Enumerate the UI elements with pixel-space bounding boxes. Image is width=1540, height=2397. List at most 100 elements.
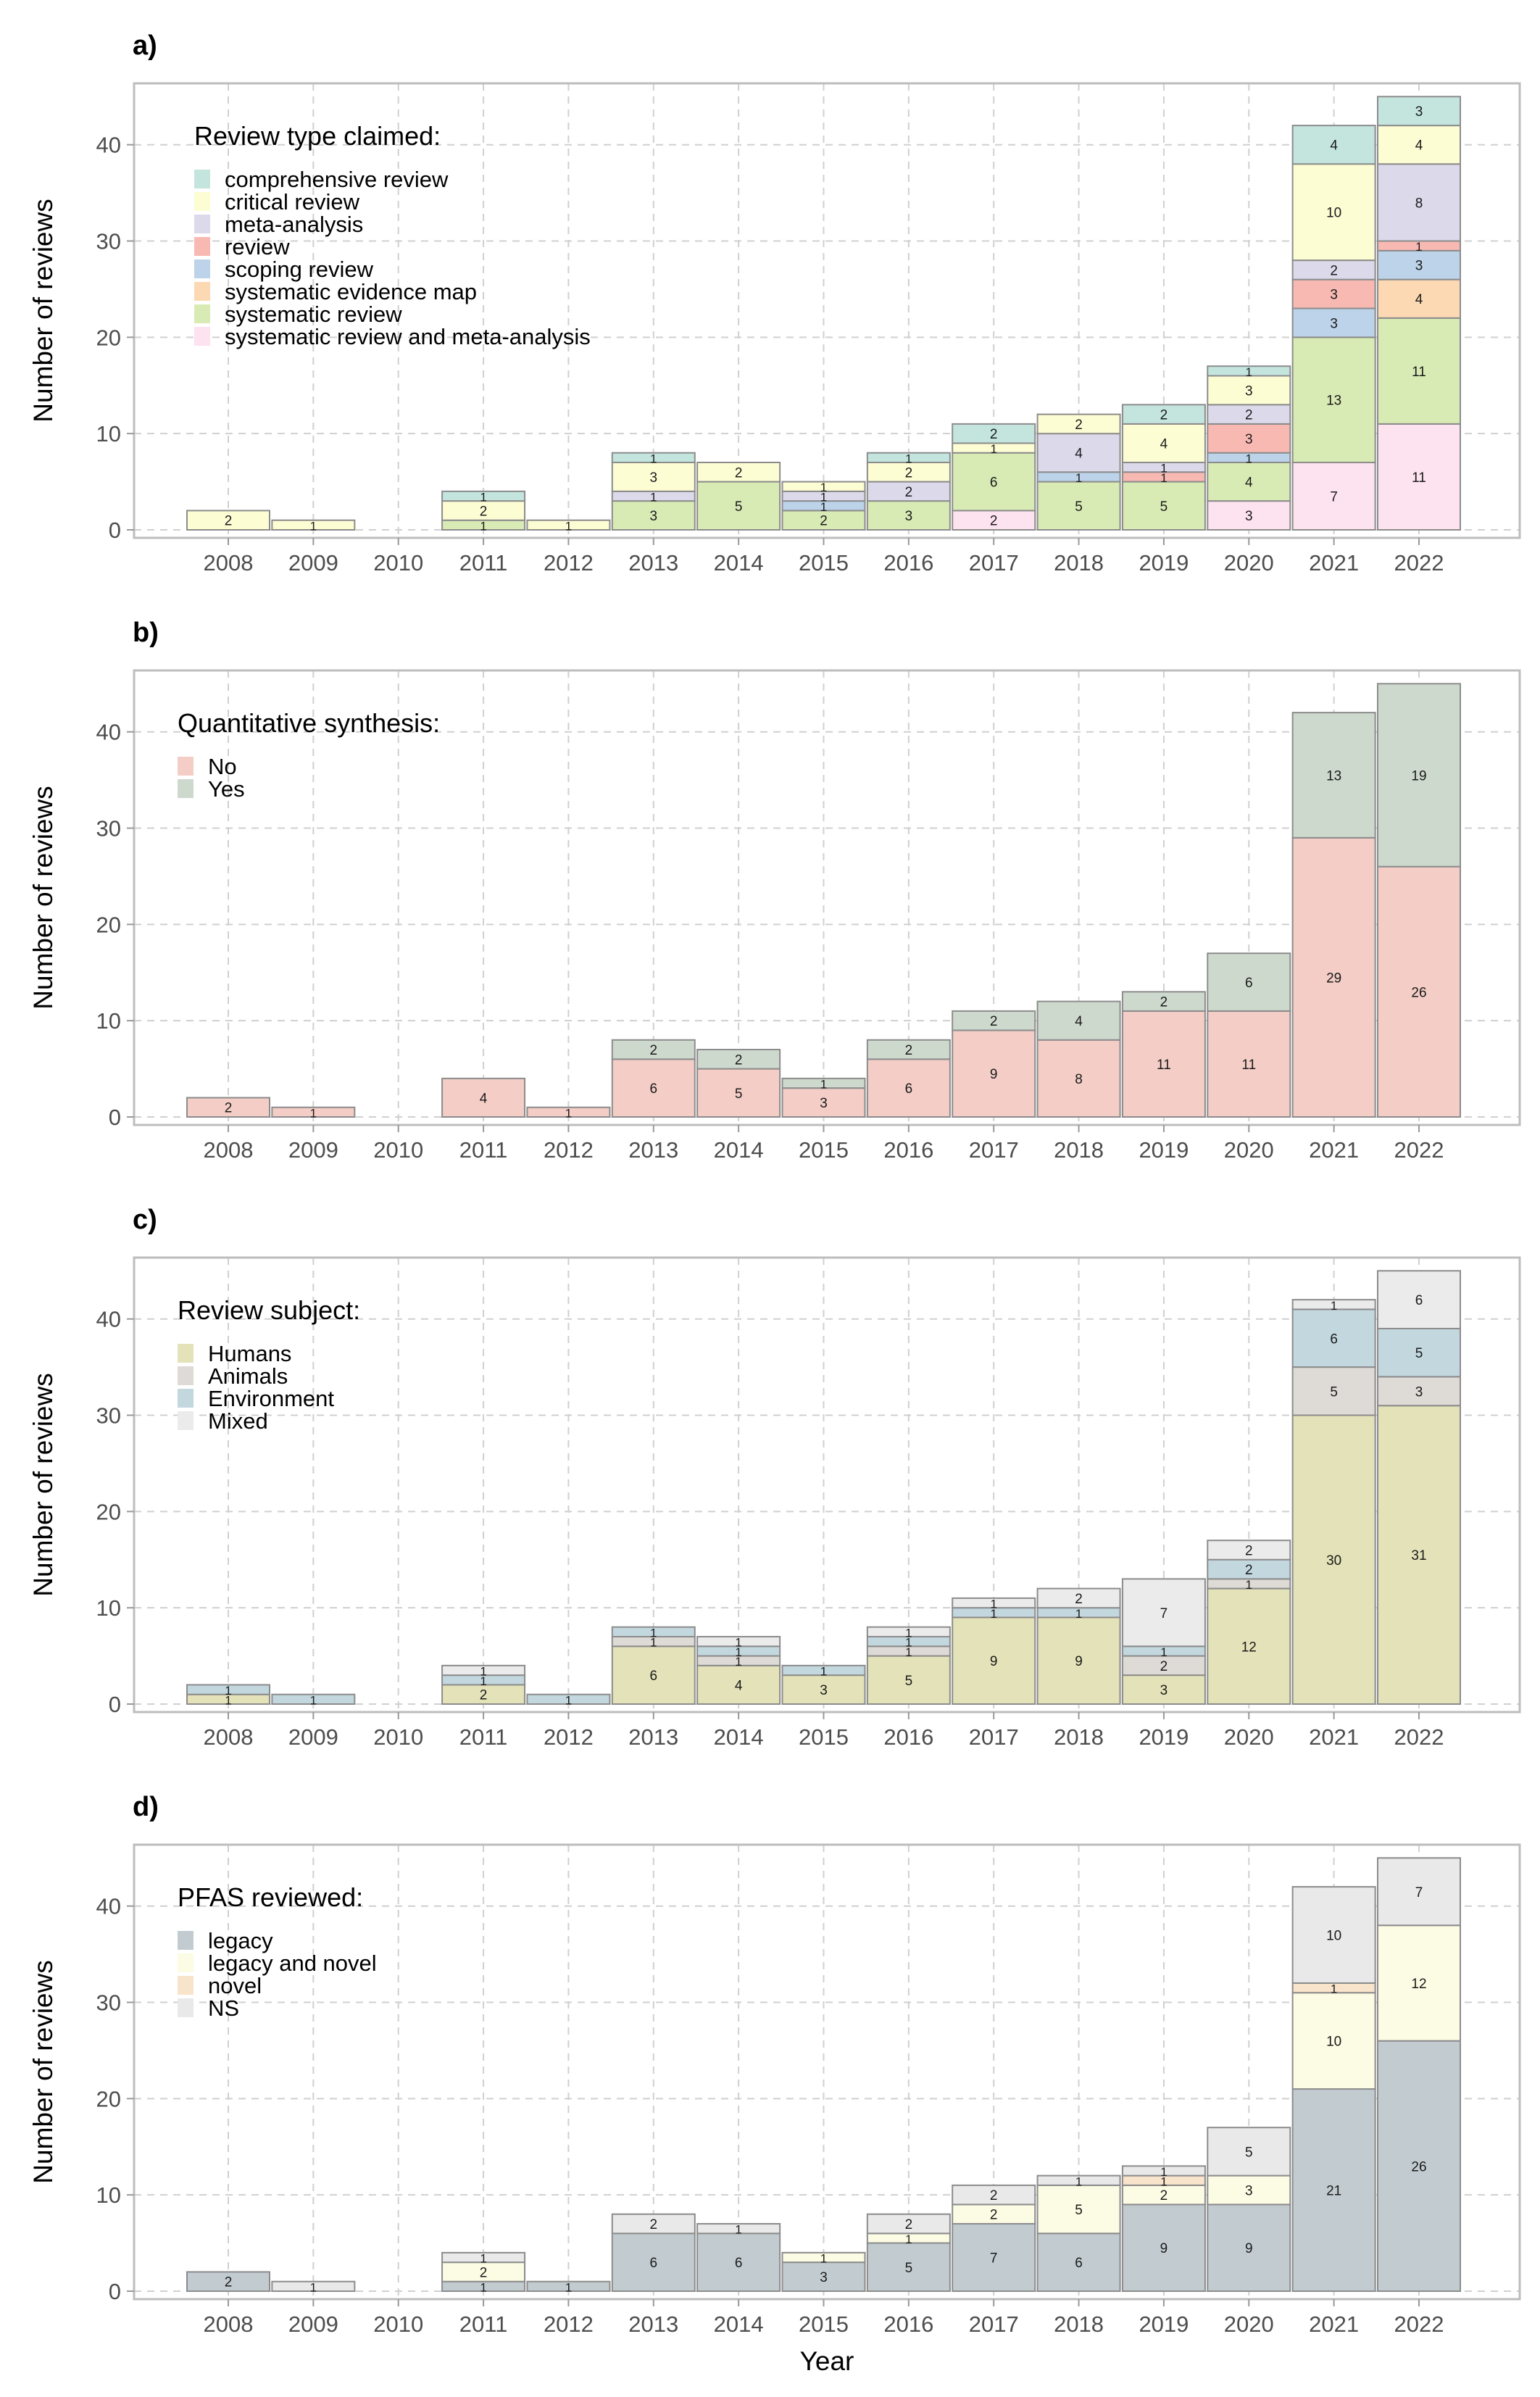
data-label: 1	[1160, 462, 1167, 475]
legend-swatch	[178, 1411, 193, 1430]
data-label: 1	[565, 519, 572, 533]
bar-segment	[1291, 1886, 1376, 1984]
bar-segment	[1207, 952, 1291, 1012]
data-label: 2	[1245, 1543, 1253, 1558]
bar-segment	[441, 1664, 526, 1677]
data-label: 3	[1245, 2184, 1253, 2199]
data-label: 2	[905, 1043, 913, 1058]
bar-segment	[1207, 365, 1291, 377]
data-label: 2	[649, 1043, 657, 1058]
bar-segment	[1291, 259, 1376, 281]
data-label: 3	[649, 470, 657, 486]
bar-segment	[1036, 2174, 1121, 2186]
data-label: 2	[990, 2188, 998, 2203]
data-label: 2	[820, 514, 828, 529]
data-label: 5	[735, 1087, 743, 1102]
y-tick-label: 40	[96, 1894, 121, 1919]
data-label: 1	[905, 1645, 912, 1659]
bar-segment	[1036, 481, 1121, 531]
legend-swatch	[178, 1998, 193, 2017]
bar-segment	[696, 1049, 781, 1070]
data-label: 1	[735, 2223, 741, 2237]
bar-segment	[611, 2232, 696, 2293]
y-axis-title: Number of reviews	[28, 1960, 58, 2183]
data-label: 2	[1160, 408, 1168, 423]
data-label: 1	[1331, 1982, 1337, 1996]
data-label: 6	[990, 475, 998, 491]
x-tick-label: 2017	[969, 550, 1019, 576]
bar-segment	[1291, 336, 1376, 464]
y-tick-label: 0	[109, 1105, 121, 1130]
legend: Review subject: HumansAnimalsEnvironmentM…	[178, 1295, 360, 1434]
data-label: 2	[1245, 408, 1253, 423]
bar-segment	[1121, 404, 1206, 425]
x-tick-label: 2015	[799, 1724, 849, 1750]
x-tick-label: 2012	[544, 1724, 594, 1750]
data-label: 2	[905, 2217, 913, 2232]
legend-swatch	[194, 192, 210, 211]
x-tick-label: 2011	[459, 2311, 508, 2337]
legend-label: Mixed	[208, 1408, 268, 1434]
x-tick-label: 2022	[1394, 1137, 1444, 1163]
bar-segment	[1377, 865, 1461, 1118]
bar-segment	[781, 1087, 866, 1118]
bar-segment	[271, 519, 356, 531]
x-tick-label: 2021	[1309, 2311, 1359, 2337]
data-label: 3	[1415, 259, 1423, 274]
data-label: 1	[310, 519, 317, 533]
data-label: 21	[1326, 2184, 1341, 2199]
bar-segment	[1377, 423, 1461, 531]
bar-segment	[781, 2261, 866, 2292]
data-label: 5	[1075, 499, 1083, 515]
bar-segment	[1036, 1587, 1121, 1609]
data-label: 5	[1245, 2145, 1253, 2160]
data-label: 9	[990, 1654, 998, 1669]
bar-segment	[866, 500, 951, 531]
y-tick-label: 30	[96, 1403, 121, 1429]
bar-segment	[441, 1077, 526, 1118]
bar-segment	[186, 1097, 270, 1118]
bar-segment	[526, 1106, 611, 1118]
bar-segment	[1207, 2174, 1291, 2206]
data-label: 3	[1245, 509, 1253, 524]
bar-segment	[1036, 2232, 1121, 2293]
data-label: 1	[990, 1607, 996, 1621]
data-label: 1	[480, 491, 486, 504]
bar-segment	[866, 462, 951, 483]
y-tick-label: 0	[109, 2279, 121, 2304]
panel-label: d)	[133, 1792, 159, 1822]
x-tick-label: 2010	[373, 1724, 423, 1750]
data-label: 9	[1075, 1654, 1083, 1669]
bar-segment	[866, 452, 951, 464]
bar-segment	[866, 2242, 951, 2292]
bar-segment	[781, 1077, 866, 1089]
legend-label: legacy	[208, 1928, 273, 1953]
data-label: 2	[990, 427, 998, 442]
data-label: 1	[1160, 2165, 1167, 2179]
y-axis-title: Number of reviews	[28, 786, 58, 1009]
legend-swatch	[178, 1976, 193, 1995]
data-label: 6	[649, 1081, 657, 1097]
bar-segment	[441, 1684, 526, 1706]
x-tick-label: 2013	[628, 550, 678, 576]
legend-title: Review type claimed:	[194, 121, 441, 151]
data-label: 2	[1075, 1592, 1083, 1607]
data-label: 11	[1412, 365, 1426, 380]
bar-segment	[1377, 683, 1461, 868]
y-tick-label: 20	[96, 2086, 121, 2111]
x-tick-label: 2009	[288, 1724, 338, 1750]
legend-label: comprehensive review	[225, 167, 449, 192]
data-label: 7	[990, 2251, 998, 2267]
bar-segment	[696, 1636, 781, 1648]
bar-segment	[1036, 413, 1121, 435]
data-label: 12	[1411, 1977, 1426, 1992]
bar-segment	[1207, 404, 1291, 425]
x-tick-label: 2020	[1224, 1137, 1274, 1163]
data-label: 1	[565, 2280, 572, 2294]
data-label: 2	[1330, 263, 1338, 278]
data-label: 1	[650, 1636, 657, 1650]
data-label: 1	[650, 491, 657, 504]
data-label: 3	[820, 2270, 828, 2285]
